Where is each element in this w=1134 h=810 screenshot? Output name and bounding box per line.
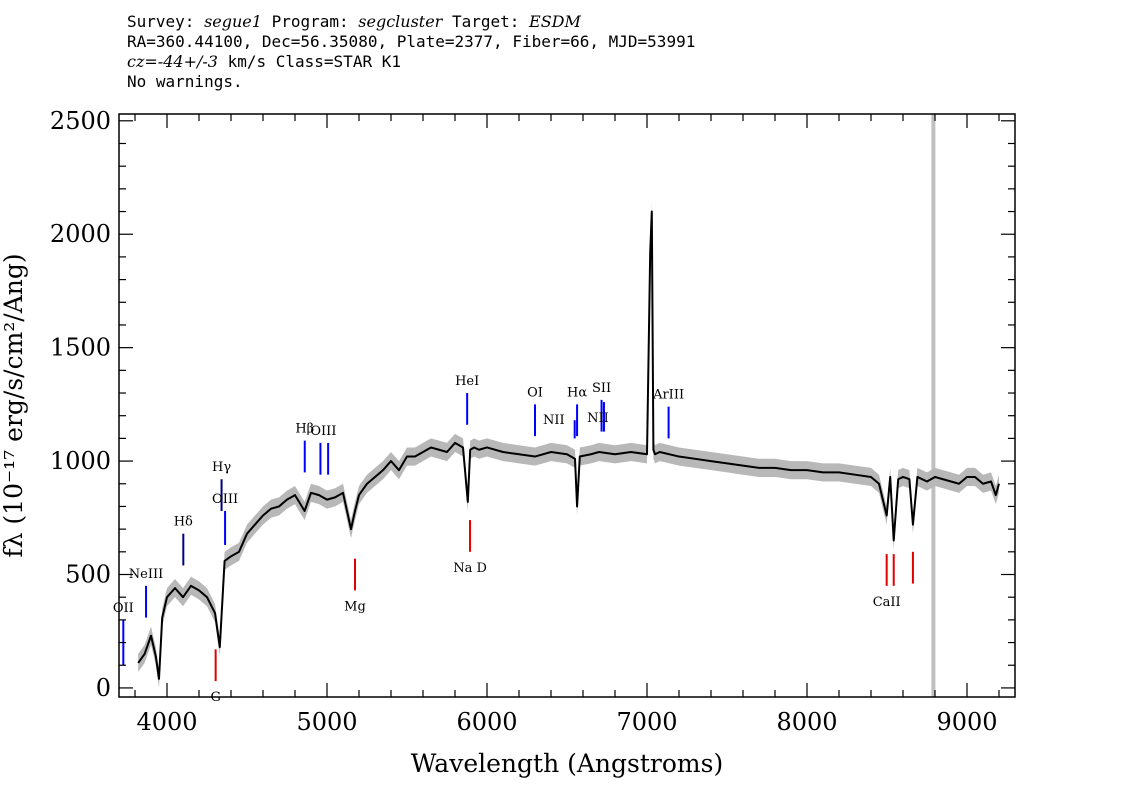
x-tick-label: 4000 xyxy=(136,708,197,736)
target-value: ESDM xyxy=(529,12,581,31)
series-layer xyxy=(137,114,1000,697)
spectral-line-label: NII xyxy=(543,413,565,428)
x-axis-label: Wavelength (Angstroms) xyxy=(411,749,723,778)
spectral-line-label: OI xyxy=(527,385,543,400)
ticks-layer: 4000 5000 6000 7000 8000 9000 0 500 1000 1500 2000… xyxy=(50,107,1015,736)
survey-value: segue1 xyxy=(204,12,262,31)
cz-value: -44+/-3 xyxy=(157,52,218,71)
program-value: segcluster xyxy=(358,12,443,31)
spectral-line-label: OIII xyxy=(212,492,238,507)
plot-frame xyxy=(118,113,1016,698)
header-line-warnings: No warnings. xyxy=(127,72,243,91)
header-line-survey: Survey: segue1 Program: segcluster Targe… xyxy=(127,12,581,31)
spectral-line-label: Hγ xyxy=(212,460,231,475)
spectrum-header: Survey: segue1 Program: segcluster Targe… xyxy=(127,12,695,92)
spectral-line-label: CaII xyxy=(873,595,901,610)
spectral-line-label: Mg xyxy=(344,599,366,614)
spectral-line-label: ArIII xyxy=(652,388,684,403)
spectral-line-label: Na D xyxy=(453,561,487,576)
y-tick-label: 0 xyxy=(96,674,111,702)
series-flux-line xyxy=(137,210,1000,680)
spectral-line-label: SII xyxy=(592,381,611,396)
spectral-line-label: OII xyxy=(113,601,134,616)
y-tick-label: 1000 xyxy=(50,447,111,475)
header-line-coordinates: RA=360.44100, Dec=56.35080, Plate=2377, … xyxy=(127,32,696,51)
spectral-line-label: Hδ xyxy=(174,515,193,530)
x-tick-label: 5000 xyxy=(296,708,357,736)
x-tick-label: 9000 xyxy=(936,708,997,736)
spectral-line-label: Hβ xyxy=(295,422,314,437)
flux-error-band xyxy=(138,202,999,688)
x-tick-label: 7000 xyxy=(616,708,677,736)
spectral-line-label: OIII xyxy=(310,424,336,439)
y-tick-label: 2500 xyxy=(50,107,111,135)
spectral-line-label: HeI xyxy=(455,374,479,389)
y-tick-label: 1500 xyxy=(50,334,111,362)
spectral-line-label: Hα xyxy=(567,385,587,400)
y-tick-label: 500 xyxy=(65,561,111,589)
x-tick-label: 6000 xyxy=(456,708,517,736)
spectral-line-label: NII xyxy=(587,411,609,426)
y-tick-label: 2000 xyxy=(50,220,111,248)
spectral-line-label: NeIII xyxy=(129,567,163,582)
x-tick-label: 8000 xyxy=(776,708,837,736)
y-axis-label: fλ (10⁻¹⁷ erg/s/cm²/Ang) xyxy=(0,253,28,557)
header-line-redshift: cz=-44+/-3 km/s Class=STAR K1 xyxy=(127,52,401,71)
